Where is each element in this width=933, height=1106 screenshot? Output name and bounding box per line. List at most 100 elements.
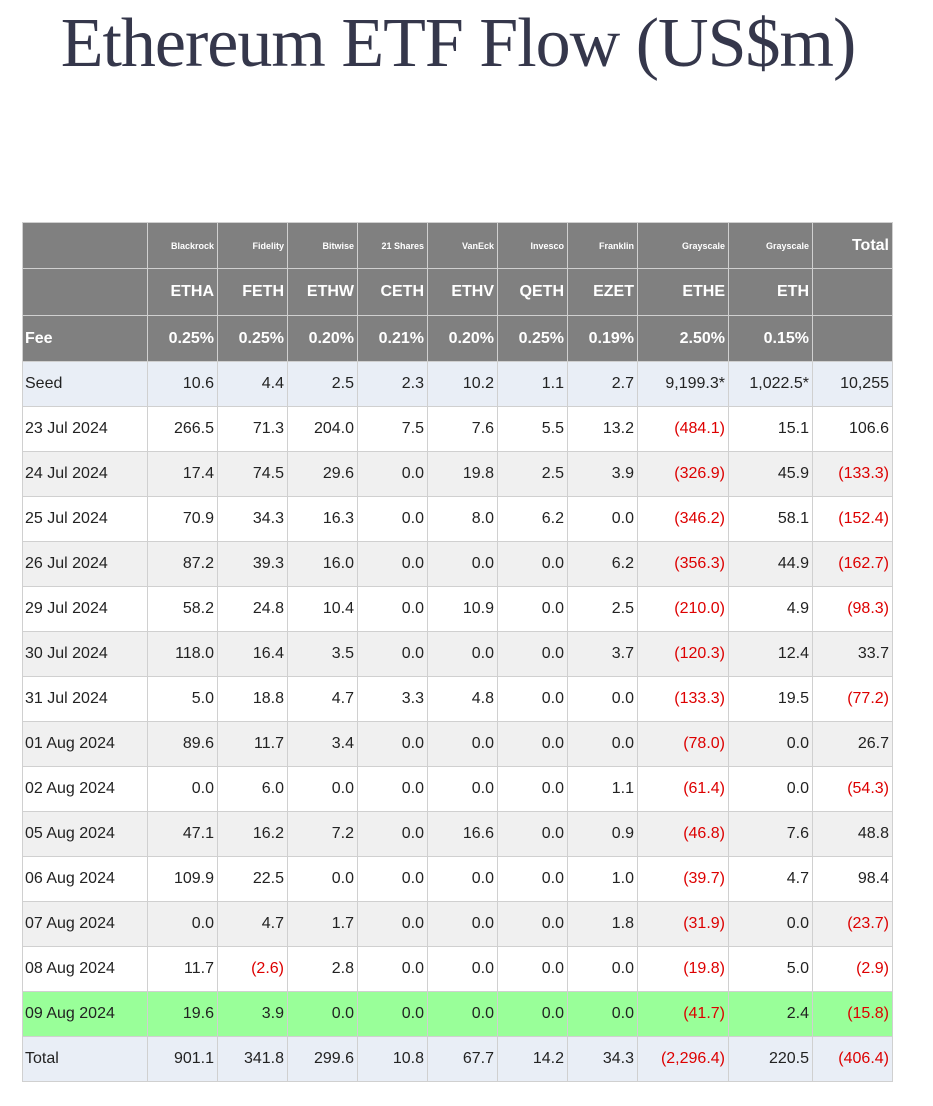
table-cell: 0.0 <box>497 676 568 722</box>
table-cell: 204.0 <box>287 406 358 452</box>
table-cell: 5.0 <box>147 676 218 722</box>
table-cell: 74.5 <box>217 451 288 497</box>
table-cell: 0.0 <box>728 901 813 947</box>
table-cell: 1.0 <box>567 856 638 902</box>
page-title: Ethereum ETF Flow (US$m) <box>60 5 857 82</box>
table-row: 05 Aug 2024 47.1 16.2 7.2 0.0 16.6 0.0 0.9 (46.8… <box>22 811 893 857</box>
table-row: 24 Jul 2024 17.4 74.5 29.6 0.0 19.8 2.5 3.9 (326… <box>22 451 893 497</box>
table-cell: 0.0 <box>427 901 498 947</box>
table-cell: 0.0 <box>567 496 638 542</box>
table-cell: 0.0 <box>357 856 428 902</box>
ticker-header-row: ETHA FETH ETHW CETH ETHV QETH EZET ETHE ETH <box>22 268 893 316</box>
table-cell: 29.6 <box>287 451 358 497</box>
table-cell: 89.6 <box>147 721 218 767</box>
table-cell: 48.8 <box>812 811 893 857</box>
table-cell: 0.0 <box>357 766 428 812</box>
fee-header-cell-6: 0.25% <box>497 315 568 362</box>
row-label-cell: 30 Jul 2024 <box>22 631 148 677</box>
table-cell: 0.0 <box>497 721 568 767</box>
issuer-header-cell-0 <box>22 222 148 269</box>
table-cell: 4.7 <box>287 676 358 722</box>
table-cell: 0.0 <box>427 856 498 902</box>
fee-header-row: Fee 0.25% 0.25% 0.20% 0.21% 0.20% 0.25% 0.19% 2.… <box>22 315 893 362</box>
table-cell: 1.7 <box>287 901 358 947</box>
table-cell: 47.1 <box>147 811 218 857</box>
table-cell: 44.9 <box>728 541 813 587</box>
table-cell: 2.5 <box>287 361 358 407</box>
table-row: 08 Aug 2024 11.7 (2.6) 2.8 0.0 0.0 0.0 0.0 (19.8… <box>22 946 893 992</box>
table-cell: 39.3 <box>217 541 288 587</box>
table-cell: 299.6 <box>287 1036 358 1082</box>
issuer-header-cell-2: Fidelity <box>217 222 288 269</box>
row-label-cell: 29 Jul 2024 <box>22 586 148 632</box>
table-cell: 1.1 <box>567 766 638 812</box>
row-label-cell: 07 Aug 2024 <box>22 901 148 947</box>
table-cell: 1,022.5* <box>728 361 813 407</box>
table-cell: 2.7 <box>567 361 638 407</box>
table-cell: 0.0 <box>427 631 498 677</box>
table-cell: (210.0) <box>637 586 729 632</box>
table-cell: (162.7) <box>812 541 893 587</box>
row-label-cell: 23 Jul 2024 <box>22 406 148 452</box>
table-cell: 0.0 <box>357 811 428 857</box>
table-cell: 0.0 <box>497 586 568 632</box>
table-cell: (356.3) <box>637 541 729 587</box>
table-cell: 5.0 <box>728 946 813 992</box>
table-cell: 7.5 <box>357 406 428 452</box>
table-cell: 0.0 <box>497 811 568 857</box>
table-cell: 2.5 <box>497 451 568 497</box>
table-cell: 0.0 <box>287 856 358 902</box>
table-cell: 266.5 <box>147 406 218 452</box>
table-cell: 58.1 <box>728 496 813 542</box>
ticker-header-cell-10 <box>812 268 893 316</box>
table-cell: (2.6) <box>217 946 288 992</box>
table-cell: 58.2 <box>147 586 218 632</box>
table-cell: 7.2 <box>287 811 358 857</box>
table-cell: 0.0 <box>497 541 568 587</box>
issuer-header-cell-4: 21 Shares <box>357 222 428 269</box>
table-cell: 0.0 <box>497 631 568 677</box>
ticker-header-cell-2: FETH <box>217 268 288 316</box>
table-cell: 0.0 <box>427 991 498 1037</box>
issuer-header-cell-5: VanEck <box>427 222 498 269</box>
table-cell: 0.0 <box>357 991 428 1037</box>
table-cell: 6.2 <box>497 496 568 542</box>
table-cell: (41.7) <box>637 991 729 1037</box>
table-cell: (39.7) <box>637 856 729 902</box>
table-cell: (346.2) <box>637 496 729 542</box>
fee-header-cell-4: 0.21% <box>357 315 428 362</box>
row-label-cell: 25 Jul 2024 <box>22 496 148 542</box>
ticker-header-cell-3: ETHW <box>287 268 358 316</box>
table-cell: 10.2 <box>427 361 498 407</box>
fee-header-cell-1: 0.25% <box>147 315 218 362</box>
table-row: 06 Aug 2024 109.9 22.5 0.0 0.0 0.0 0.0 1.0 (39.7… <box>22 856 893 902</box>
table-cell: 109.9 <box>147 856 218 902</box>
table-cell: 10.9 <box>427 586 498 632</box>
table-cell: 1.8 <box>567 901 638 947</box>
table-cell: 0.0 <box>357 721 428 767</box>
table-cell: 45.9 <box>728 451 813 497</box>
row-label-cell: 26 Jul 2024 <box>22 541 148 587</box>
table-cell: 34.3 <box>217 496 288 542</box>
table-cell: 0.0 <box>357 586 428 632</box>
table-cell: 33.7 <box>812 631 893 677</box>
etf-flow-table: Blackrock Fidelity Bitwise 21 Shares VanEck I… <box>22 222 893 1082</box>
row-label-cell: 31 Jul 2024 <box>22 676 148 722</box>
table-cell: 19.8 <box>427 451 498 497</box>
table-cell: 26.7 <box>812 721 893 767</box>
table-cell: 0.9 <box>567 811 638 857</box>
row-label-cell: 24 Jul 2024 <box>22 451 148 497</box>
table-cell: 10.6 <box>147 361 218 407</box>
table-row: 07 Aug 2024 0.0 4.7 1.7 0.0 0.0 0.0 1.8 (31.9) 0.… <box>22 901 893 947</box>
table-cell: 0.0 <box>427 766 498 812</box>
issuer-header-row: Blackrock Fidelity Bitwise 21 Shares VanEck I… <box>22 222 893 269</box>
issuer-header-cell-8: Grayscale <box>637 222 729 269</box>
table-cell: 0.0 <box>357 451 428 497</box>
table-cell: 10.8 <box>357 1036 428 1082</box>
table-cell: 0.0 <box>497 766 568 812</box>
ticker-header-cell-1: ETHA <box>147 268 218 316</box>
ticker-header-cell-5: ETHV <box>427 268 498 316</box>
total-row: Total 901.1 341.8 299.6 10.8 67.7 14.2 34.3 (2,2… <box>22 1036 893 1082</box>
table-cell: 8.0 <box>427 496 498 542</box>
table-cell: 2.8 <box>287 946 358 992</box>
